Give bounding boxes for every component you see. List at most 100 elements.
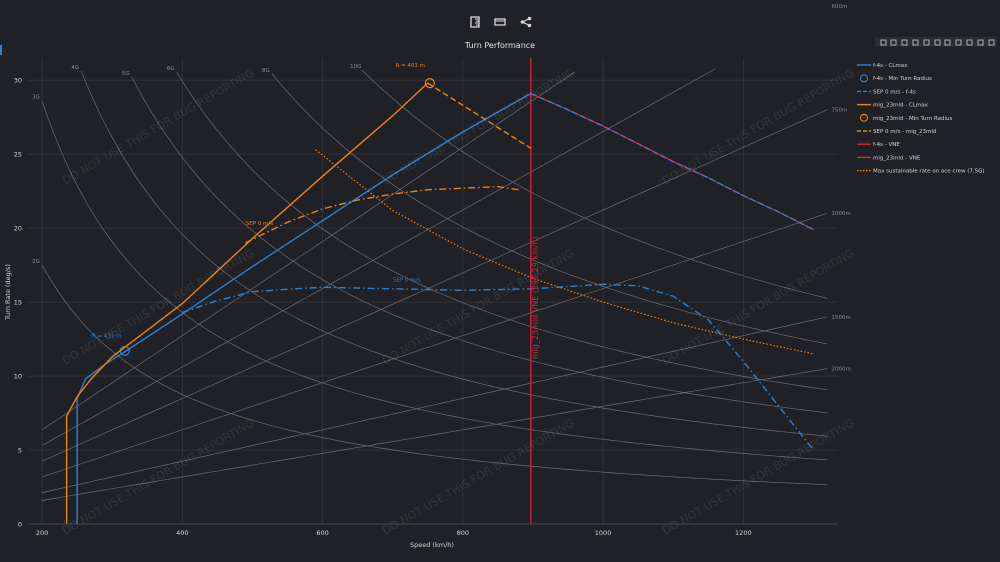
radius-line [41, 368, 828, 501]
g-line-label: 4G [71, 65, 79, 71]
g-line [361, 69, 828, 299]
legend: f-4s - CLmax f-4s - Min Turn Radius SEP 0 … [857, 63, 985, 175]
spike-lines-icon[interactable] [965, 38, 973, 46]
legend-label: SEP 0 m/s - f-4s [873, 89, 916, 95]
sidebar-toggle[interactable] [0, 45, 2, 55]
radius-line-label: 750m [831, 108, 847, 114]
legend-marker [859, 74, 869, 83]
hover-compare-icon[interactable] [987, 38, 995, 46]
watermark-text: DO NOT USE THIS FOR BUG REPORTING [660, 247, 856, 368]
radius-line [41, 316, 828, 493]
watermark-text: DO NOT USE THIS FOR BUG REPORTING [60, 417, 256, 538]
legend-item[interactable]: f-4s - CLmax [857, 63, 908, 69]
y-tick-label: 20 [14, 225, 22, 233]
annotations: R = 401 m R = 431 m SEP 0 m/s SEP 0 m/s mig_… [92, 63, 540, 359]
x-tick-label: 1200 [735, 529, 752, 537]
legend-label: mig_23mld - CLmax [873, 103, 929, 109]
legend-marker [859, 113, 869, 122]
radius-line [41, 109, 828, 462]
radius-line [41, 68, 716, 446]
series-line [245, 185, 519, 244]
y-tick-label: 15 [14, 299, 22, 307]
legend-item[interactable]: SEP 0 m/s - mig_23mld [857, 129, 936, 135]
chart-annotation: SEP 0 m/s [393, 277, 420, 283]
chart-annotation: SEP 0 m/s [246, 221, 273, 227]
radius-line-label: 1000m [831, 211, 850, 217]
chart-title: Turn Performance [464, 41, 535, 50]
series-line [76, 92, 532, 524]
radius-line-label: 600m [831, 4, 847, 10]
ruler-icon[interactable] [467, 14, 483, 30]
share-icon[interactable] [518, 14, 534, 30]
legend-label: Max sustainable rate on ace crew (7.5G) [873, 169, 985, 175]
x-tick-label: 800 [457, 529, 469, 537]
fullscreen-icon[interactable] [492, 14, 508, 30]
g-line-label: 5G [122, 71, 130, 77]
y-axis-label: Turn Rate (deg/s) [4, 264, 12, 321]
x-axis-label: Speed (km/h) [410, 541, 454, 549]
zoom-icon[interactable] [890, 38, 898, 46]
lasso-icon[interactable] [933, 38, 941, 46]
autoscale-icon[interactable] [944, 38, 952, 46]
g-line [271, 73, 828, 345]
watermark-text: DO NOT USE THIS FOR BUG REPORTING [60, 67, 256, 188]
g-line-label: 2G [32, 259, 40, 265]
chart-annotation: R = 431 m [92, 334, 122, 340]
guide-lines: 2G3G4G5G6G8G10G500m600m750m1000m1500m200… [32, 4, 851, 501]
camera-icon[interactable] [879, 38, 887, 46]
radius-line [41, 212, 828, 478]
watermark-text: DO NOT USE THIS FOR BUG REPORTING [380, 247, 576, 368]
y-tick-label: 25 [14, 151, 22, 159]
zoom-in-icon[interactable] [911, 38, 919, 46]
radius-line-label: 2000m [831, 367, 850, 373]
series-layer [65, 58, 815, 524]
legend-label: f-4s - VNE [873, 142, 900, 148]
x-tick-label: 1000 [595, 529, 612, 537]
y-tick-label: 5 [18, 447, 22, 455]
x-tick-label: 600 [316, 529, 328, 537]
y-tick-label: 0 [18, 521, 22, 529]
watermark-text: DO NOT USE THIS FOR BUG REPORTING [380, 67, 576, 188]
plot-modebar [875, 37, 997, 47]
series-overlay-line [427, 82, 532, 149]
series-line [424, 78, 435, 89]
hover-closest-icon[interactable] [976, 38, 984, 46]
g-line [176, 72, 828, 391]
zoom-out-icon[interactable] [922, 38, 930, 46]
legend-item[interactable]: mig_23mld - VNE [857, 155, 921, 161]
legend-item[interactable]: f-4s - Min Turn Radius [859, 74, 932, 83]
legend-label: SEP 0 m/s - mig_23mld [873, 129, 936, 135]
g-line-label: 3G [32, 95, 40, 101]
pan-icon[interactable] [901, 38, 909, 46]
axes: 200 400 600 800 1000 1200 0 5 10 15 20 25 30 [14, 77, 838, 537]
legend-item[interactable]: mig_23mld - CLmax [857, 103, 929, 109]
top-toolbar [0, 0, 1000, 40]
watermark-text: DO NOT USE THIS FOR BUG REPORTING [660, 417, 856, 538]
watermark-text: DO NOT USE THIS FOR BUG REPORTING [660, 67, 856, 188]
legend-item[interactable]: mig_23mld - Min Turn Radius [859, 113, 953, 122]
x-tick-label: 400 [176, 529, 188, 537]
legend-item[interactable]: f-4s - VNE [857, 142, 900, 148]
chart-annotation: R = 401 m [395, 63, 425, 69]
y-tick-label: 30 [14, 77, 22, 85]
y-tick-label: 10 [14, 373, 22, 381]
radius-line [41, 71, 576, 431]
watermark-text: DO NOT USE THIS FOR BUG REPORTING [60, 247, 256, 368]
legend-label: mig_23mld - Min Turn Radius [873, 116, 952, 122]
g-line-label: 10G [350, 64, 361, 70]
series-line [65, 82, 429, 524]
g-line [41, 264, 828, 486]
legend-item[interactable]: SEP 0 m/s - f-4s [857, 89, 916, 95]
g-line [131, 76, 828, 414]
chart-annotation: mig_23mld VNE (896.29 km/h) [531, 236, 540, 359]
g-line [80, 70, 828, 437]
series-overlay-line [530, 92, 814, 231]
x-tick-label: 200 [36, 529, 48, 537]
legend-label: f-4s - Min Turn Radius [873, 76, 932, 82]
legend-label: f-4s - CLmax [873, 63, 908, 69]
g-line [41, 100, 828, 461]
legend-label: mig_23mld - VNE [873, 155, 921, 161]
legend-item[interactable]: Max sustainable rate on ace crew (7.5G) [857, 169, 985, 175]
reset-axes-icon[interactable] [955, 38, 963, 46]
